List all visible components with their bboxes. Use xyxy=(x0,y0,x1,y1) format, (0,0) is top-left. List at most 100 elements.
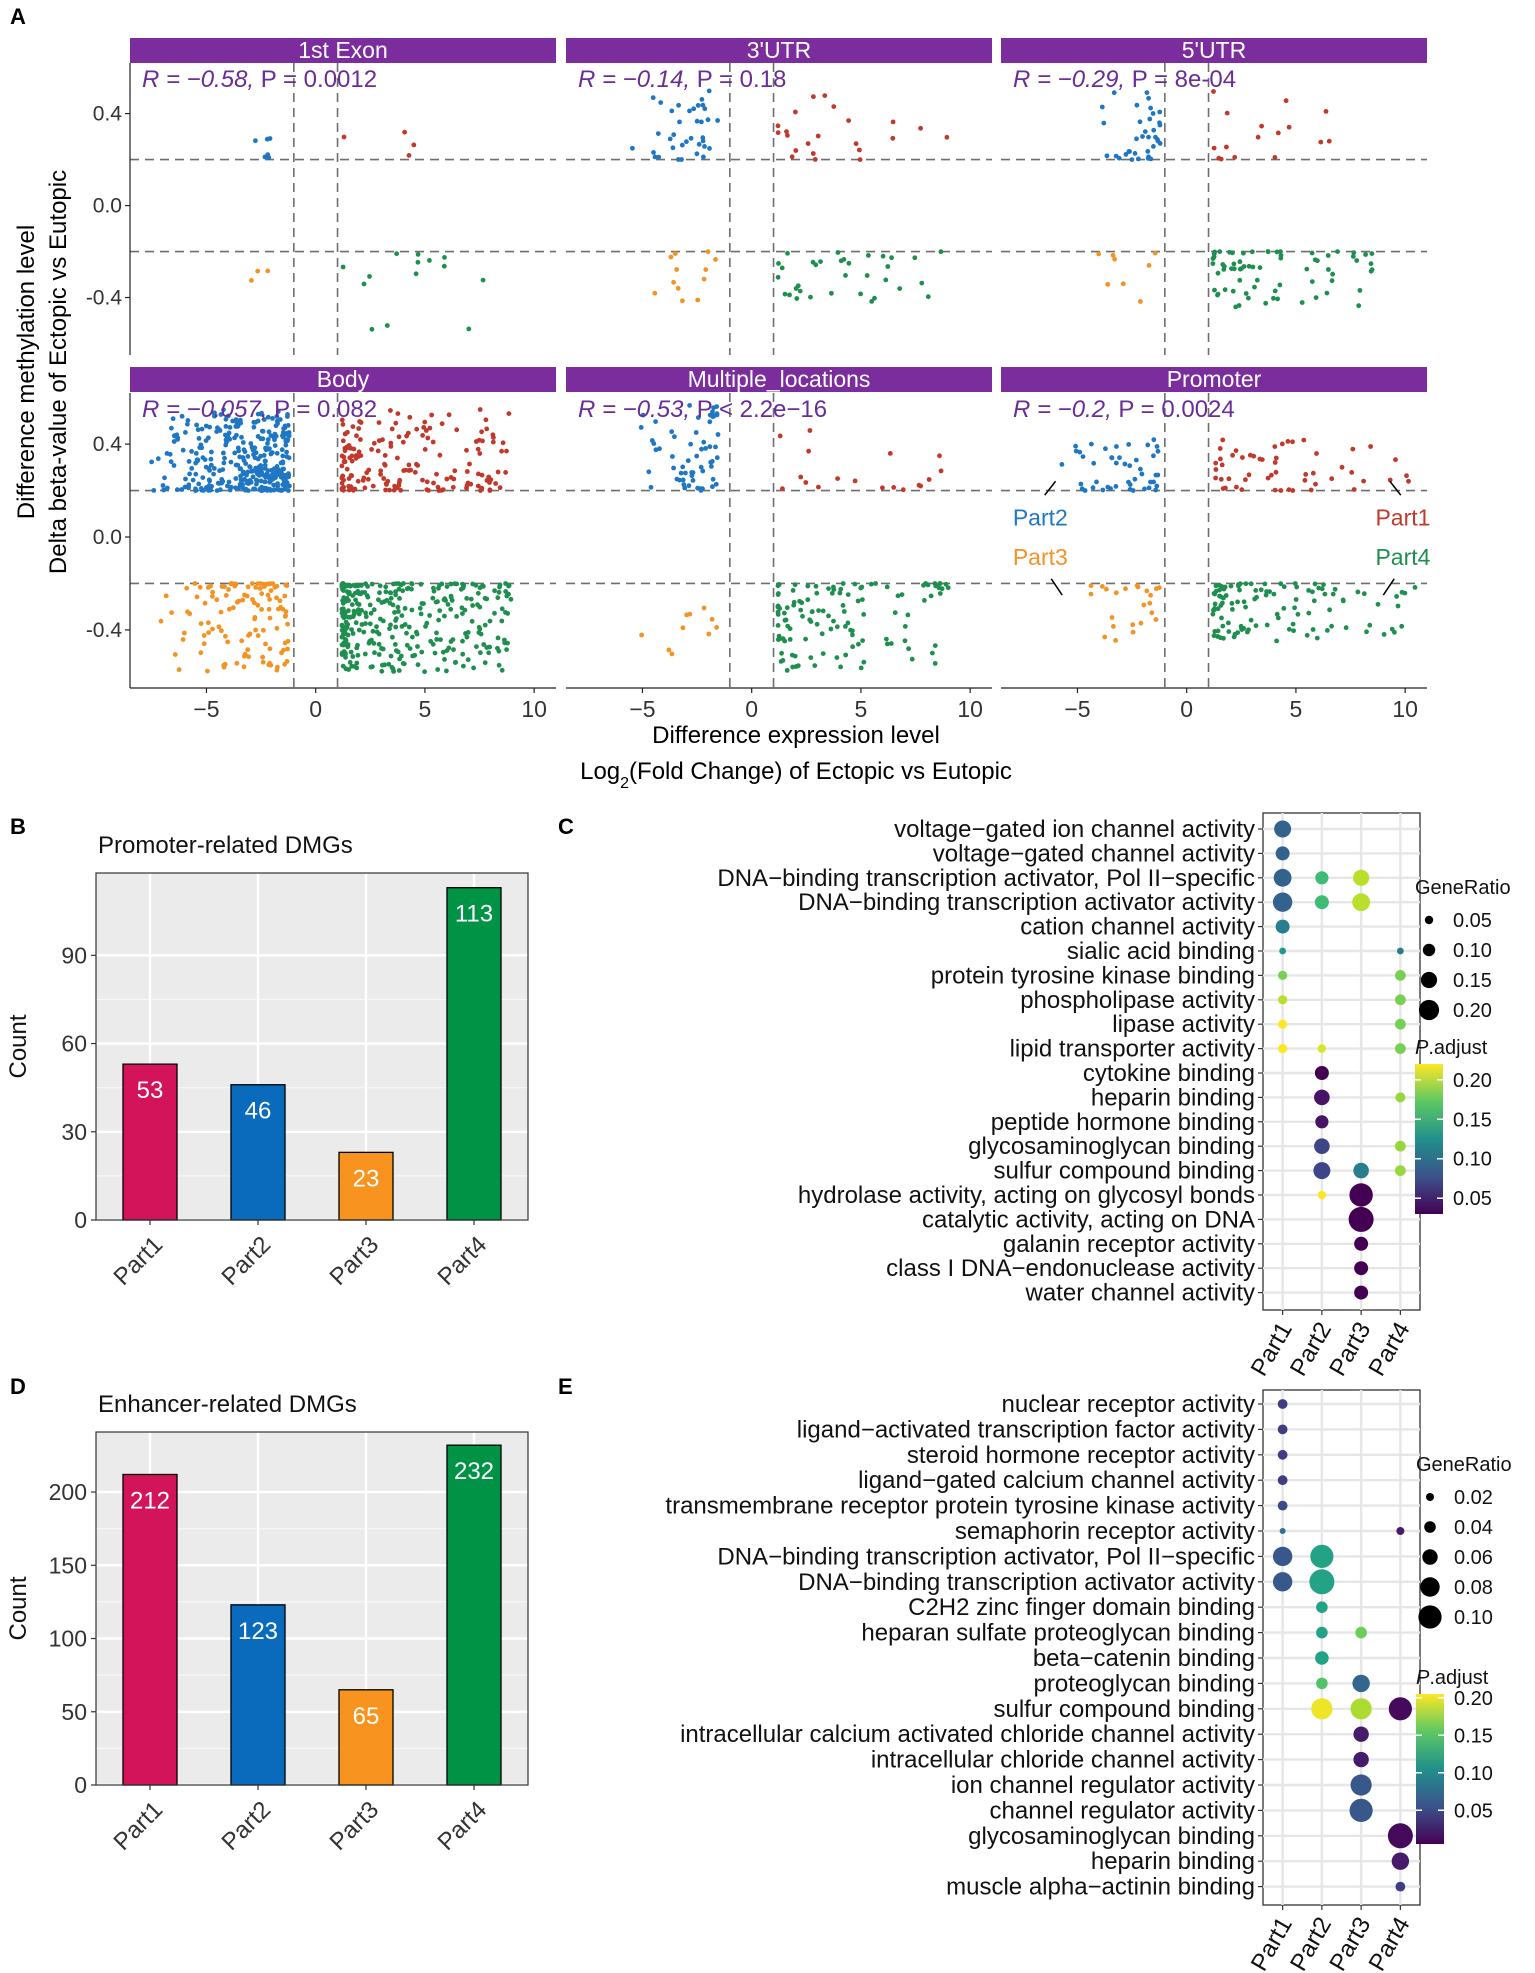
point-part4 xyxy=(1243,291,1249,296)
point-part2 xyxy=(263,458,268,464)
point-part4 xyxy=(840,581,846,586)
point-part2 xyxy=(1113,460,1119,466)
y-tick-label: 90 xyxy=(61,942,87,968)
point-part2 xyxy=(1147,116,1153,122)
point-part4 xyxy=(396,609,401,614)
point-part1 xyxy=(425,435,431,441)
point-part2 xyxy=(223,416,229,422)
point-part3 xyxy=(205,668,210,674)
point-part1 xyxy=(446,412,452,418)
point-part2 xyxy=(700,102,706,108)
point-part2 xyxy=(214,429,220,434)
point-part3 xyxy=(223,633,228,639)
bar-value-label: 232 xyxy=(454,1458,494,1485)
point-part1 xyxy=(1240,455,1245,460)
facet-strip-label: 1st Exon xyxy=(298,37,388,63)
point-part2 xyxy=(235,445,241,451)
term-label: galanin receptor activity xyxy=(1003,1231,1255,1258)
point-part2 xyxy=(280,453,286,459)
point-part3 xyxy=(285,646,290,652)
point-part4 xyxy=(1253,623,1259,629)
point-part1 xyxy=(427,425,433,431)
point-part2 xyxy=(189,466,195,471)
point-part4 xyxy=(344,583,349,589)
point-part2 xyxy=(711,405,716,411)
point-part1 xyxy=(475,446,481,452)
size-legend-title: GeneRatio xyxy=(1415,877,1511,899)
point-part4 xyxy=(906,646,911,652)
point-part4 xyxy=(1299,300,1305,305)
point-part4 xyxy=(902,638,908,644)
point-part1 xyxy=(1361,478,1366,484)
point-part2 xyxy=(170,416,176,422)
point-part1 xyxy=(398,487,404,493)
point-part4 xyxy=(496,662,502,668)
size-legend-label: 0.15 xyxy=(1453,970,1492,992)
point-part3 xyxy=(706,631,712,637)
point-part1 xyxy=(340,473,346,479)
point-part2 xyxy=(701,439,707,445)
point-part2 xyxy=(1101,120,1107,126)
point-part4 xyxy=(785,623,791,629)
point-part4 xyxy=(787,292,792,298)
point-part1 xyxy=(375,448,381,454)
point-part2 xyxy=(251,486,256,492)
point-part2 xyxy=(1103,446,1108,452)
point-part4 xyxy=(1231,261,1237,267)
term-label: intracellular calcium activated chloride… xyxy=(680,1721,1255,1748)
dot-point xyxy=(1315,871,1329,885)
bar-value-label: 113 xyxy=(455,901,493,928)
point-part3 xyxy=(180,637,186,642)
size-legend-dot xyxy=(1422,943,1436,957)
dot-point xyxy=(1310,1544,1334,1568)
point-part2 xyxy=(656,154,662,160)
point-part3 xyxy=(274,595,279,601)
facet-stat: R = −0.58, P = 0.0012 xyxy=(142,66,377,93)
point-part2 xyxy=(679,142,685,148)
point-part1 xyxy=(500,440,506,446)
point-part4 xyxy=(415,644,420,649)
point-part3 xyxy=(1148,592,1153,598)
point-part1 xyxy=(388,444,394,449)
point-part4 xyxy=(1313,295,1319,300)
point-part4 xyxy=(828,626,834,632)
point-part2 xyxy=(274,418,280,424)
point-part4 xyxy=(451,647,456,652)
point-part4 xyxy=(858,665,864,671)
point-part4 xyxy=(414,629,419,635)
point-part2 xyxy=(657,446,662,452)
point-part1 xyxy=(393,420,399,426)
point-part2 xyxy=(1078,481,1084,487)
point-part1 xyxy=(944,134,950,140)
point-part3 xyxy=(1088,591,1094,597)
point-part4 xyxy=(939,586,945,592)
term-label: sialic acid binding xyxy=(1067,938,1255,965)
dot-point xyxy=(1396,947,1404,955)
point-part4 xyxy=(925,294,931,300)
point-part4 xyxy=(344,625,350,631)
point-part4 xyxy=(430,641,436,647)
point-part4 xyxy=(1361,591,1367,597)
term-label: ligand−gated calcium channel activity xyxy=(858,1467,1255,1494)
point-part2 xyxy=(155,456,161,462)
point-part4 xyxy=(1368,261,1374,267)
point-part1 xyxy=(1350,446,1356,452)
point-part2 xyxy=(258,478,264,484)
point-part4 xyxy=(819,631,825,637)
point-part3 xyxy=(1141,602,1147,608)
dot-point xyxy=(1278,970,1288,981)
point-part4 xyxy=(889,255,894,261)
point-part4 xyxy=(932,581,938,586)
point-part2 xyxy=(688,441,693,447)
chart-title: Promoter-related DMGs xyxy=(98,832,353,859)
point-part3 xyxy=(268,588,274,593)
point-part3 xyxy=(272,584,278,590)
point-part4 xyxy=(371,607,377,613)
size-legend-label: 0.02 xyxy=(1454,1487,1493,1509)
point-part1 xyxy=(434,471,439,477)
point-part1 xyxy=(1349,470,1355,475)
point-part4 xyxy=(1254,594,1259,600)
dot-point xyxy=(1314,1089,1330,1106)
panel-a-xlabel-1: Difference expression level xyxy=(652,722,940,749)
point-part3 xyxy=(259,591,265,597)
